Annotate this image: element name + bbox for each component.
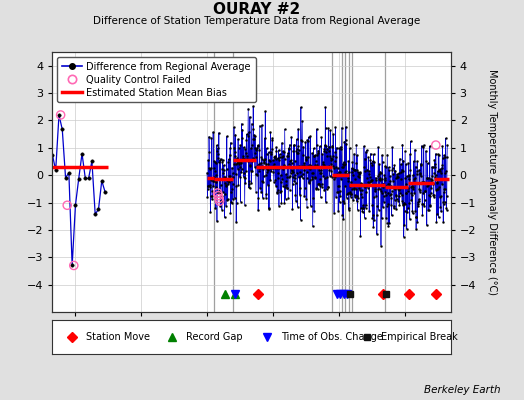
Text: Record Gap: Record Gap (186, 332, 243, 342)
Point (214, 192, 223, 199)
Text: Empirical Break: Empirical Break (381, 332, 457, 342)
Legend: Difference from Regional Average, Quality Control Failed, Estimated Station Mean: Difference from Regional Average, Qualit… (57, 57, 256, 102)
Point (432, 142, 440, 148)
Point (213, 190, 222, 196)
Point (57, 112, 65, 118)
Text: Time of Obs. Change: Time of Obs. Change (281, 332, 383, 342)
Text: OURAY #2: OURAY #2 (213, 2, 300, 17)
Point (70, 262, 78, 269)
Point (215, 195, 223, 202)
Y-axis label: Monthly Temperature Anomaly Difference (°C): Monthly Temperature Anomaly Difference (… (487, 69, 497, 295)
Point (215, 198, 224, 204)
Text: Difference of Station Temperature Data from Regional Average: Difference of Station Temperature Data f… (93, 16, 420, 26)
Text: Berkeley Earth: Berkeley Earth (424, 385, 500, 395)
Text: Station Move: Station Move (86, 332, 150, 342)
Point (63, 202, 71, 208)
